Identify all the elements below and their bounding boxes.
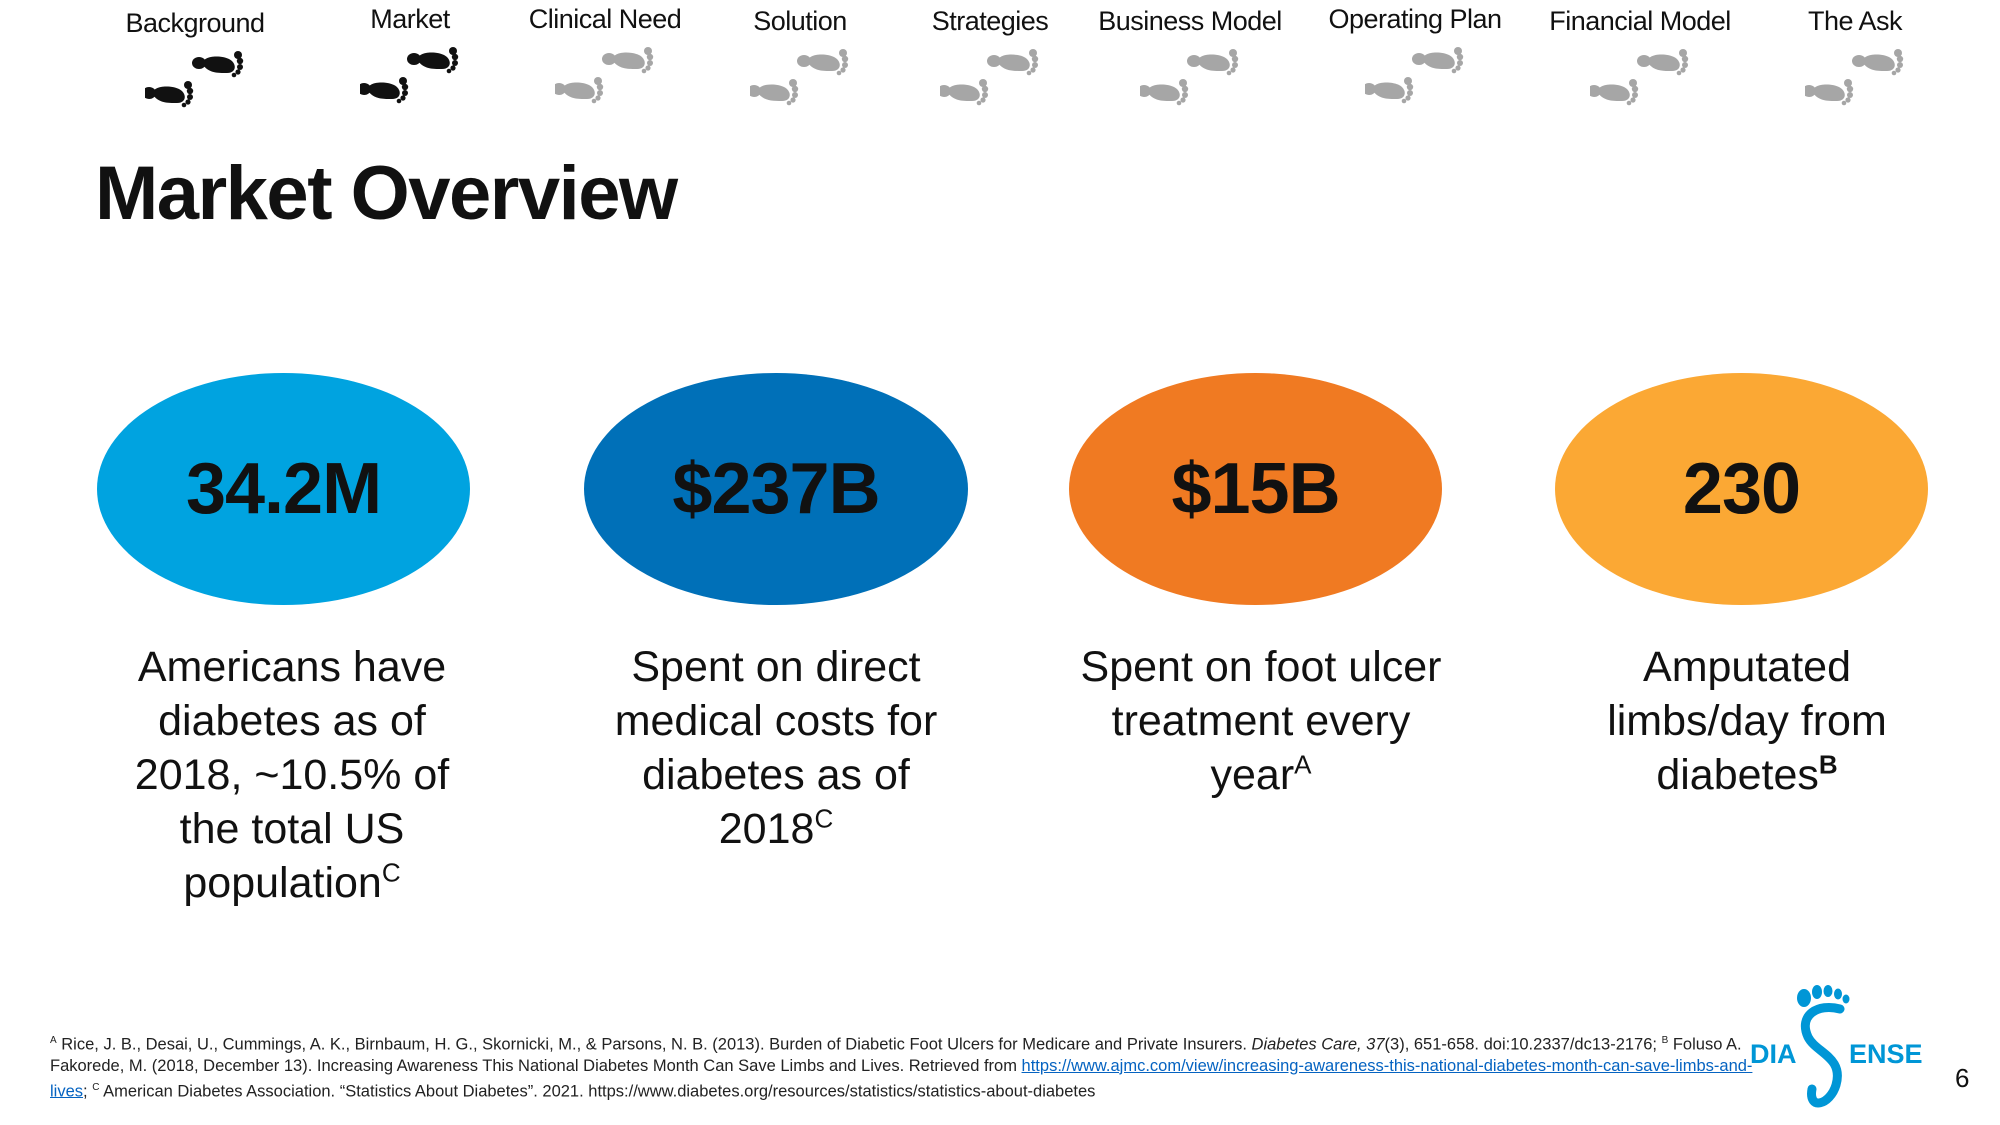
footnote-text-c: American Diabetes Association. “Statisti… [103,1082,1096,1100]
nav-label: Solution [753,6,847,36]
stat-value: $237B [672,449,880,529]
nav-item-clinical-need[interactable]: Clinical Need [505,6,705,113]
logo-text-left: DIA [1750,1039,1797,1069]
nav-label: Business Model [1098,6,1282,36]
footprints-icon [940,49,1039,106]
nav-item-financial-model[interactable]: Financial Model [1540,8,1740,115]
nav-item-solution[interactable]: Solution [700,8,900,115]
footprints-icon [145,51,244,108]
footprints-icon [360,47,459,104]
footprints-icon [1590,49,1689,106]
footprints-icon [750,49,849,106]
nav-item-business-model[interactable]: Business Model [1090,8,1290,115]
stat-reference-marker: C [381,857,401,888]
stat-description: Amputated limbs/day from diabetesB [1557,640,1937,802]
footprints-icon [1365,47,1464,104]
nav-label: Market [370,4,450,34]
footnote-text-a: Rice, J. B., Desai, U., Cummings, A. K.,… [61,1035,1252,1054]
nav-label: Background [125,8,265,38]
page-number: 6 [1955,1063,1970,1093]
stat-description-text: Spent on direct medical costs for diabet… [614,643,938,853]
nav-label: Clinical Need [528,4,682,34]
footnote-ref-a: A [50,1035,57,1046]
stat-description-text: Americans have diabetes as of 2018, ~10.… [134,643,450,907]
footnote-link[interactable]: https://www.ajmc.com/view/increasing-awa… [50,1056,1753,1101]
stat-ellipse: $15B [1069,373,1442,605]
footnote-references: A Rice, J. B., Desai, U., Cummings, A. K… [50,1030,1780,1102]
diasense-logo: DIA ENSE [1750,985,1923,1108]
nav-item-strategies[interactable]: Strategies [890,8,1090,115]
stat-description: Spent on direct medical costs for diabet… [586,640,966,856]
stat-description: Americans have diabetes as of 2018, ~10.… [102,640,482,910]
page-title: Market Overview [95,151,678,236]
footnote-separator: ; [83,1082,93,1100]
stat-value: 230 [1682,449,1801,529]
stat-ellipse: 230 [1555,373,1928,605]
stat-ellipse: 34.2M [97,373,470,605]
stat-reference-marker: A [1294,749,1312,780]
footnote-ref-b: B [1661,1035,1669,1046]
footprints-icon [1805,49,1904,106]
stat-reference-marker: C [814,803,834,834]
nav-item-operating-plan[interactable]: Operating Plan [1315,6,1515,113]
footprints-icon [555,47,654,104]
stat-ellipse: $237B [584,373,968,605]
stat-reference-marker: B [1818,749,1838,780]
nav-item-the-ask[interactable]: The Ask [1755,8,1955,115]
footnote-journal: Diabetes Care, 37 [1251,1035,1385,1054]
stat-description-text: Spent on foot ulcer treatment every year [1080,643,1442,799]
stat-description-text: Amputated limbs/day from diabetes [1607,643,1887,799]
nav-item-market[interactable]: Market [310,6,510,113]
stat-value: $15B [1171,449,1340,529]
nav-item-background[interactable]: Background [95,10,295,117]
nav-label: The Ask [1807,6,1903,36]
nav-label: Strategies [931,6,1049,36]
nav-label: Financial Model [1549,6,1731,36]
stat-description: Spent on foot ulcer treatment every year… [1071,640,1451,802]
stat-value: 34.2M [185,449,382,529]
footnote-ref-c: C [92,1081,100,1093]
footnote-text-b: Foluso A. Fakorede, M. (2018, December 1… [50,1035,1742,1075]
logo-text-right: ENSE [1849,1039,1923,1069]
nav-label: Operating Plan [1328,4,1502,34]
footprints-icon [1140,49,1239,106]
footnote-text-a-post: (3), 651-658. doi:10.2337/dc13-2176; [1384,1035,1662,1054]
